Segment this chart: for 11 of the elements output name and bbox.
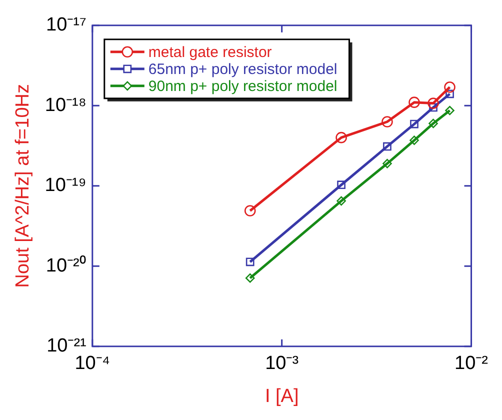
y-tick-label: 10⁻¹⁷ <box>46 14 87 36</box>
legend-label: 65nm p+ poly resistor model <box>148 61 338 78</box>
y-tick-label: 10⁻¹⁸ <box>44 94 86 116</box>
y-tick-label: 10⁻¹⁹ <box>44 175 86 196</box>
y-tick-label: 10⁻²⁰ <box>46 254 86 276</box>
legend-label: 90nm p+ poly resistor model <box>148 78 338 96</box>
y-axis-title: Nout [A^2/Hz] at f=10Hz <box>12 84 34 288</box>
legend-label: metal gate resistor <box>148 44 272 62</box>
x-tick-label: 10⁻³ <box>265 353 299 374</box>
x-tick-label: 10⁻² <box>454 353 488 374</box>
x-axis-title: I [A] <box>264 386 299 407</box>
